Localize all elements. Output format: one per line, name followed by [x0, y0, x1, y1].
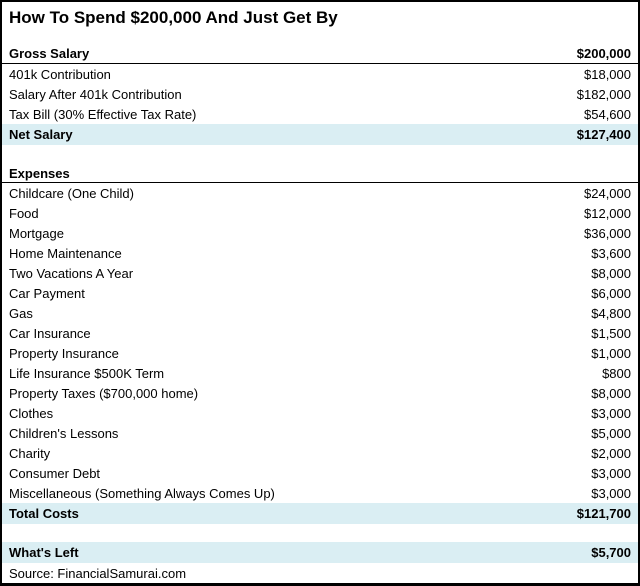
table-title-row: How To Spend $200,000 And Just Get By [2, 2, 638, 32]
row-label: Life Insurance $500K Term [9, 365, 165, 381]
row-childrens-lessons: Children's Lessons $5,000 [2, 423, 638, 443]
row-source: Source: FinancialSamurai.com [2, 563, 638, 583]
row-label: Clothes [9, 405, 54, 421]
row-label: Home Maintenance [9, 245, 122, 261]
row-home-maintenance: Home Maintenance $3,600 [2, 243, 638, 263]
row-label: 401k Contribution [9, 66, 111, 82]
row-value: $12,000 [584, 205, 631, 221]
row-label: Two Vacations A Year [9, 265, 134, 281]
row-miscellaneous: Miscellaneous (Something Always Comes Up… [2, 483, 638, 503]
row-expenses-header: Expenses [2, 165, 638, 183]
row-label: Consumer Debt [9, 465, 101, 481]
page-title: How To Spend $200,000 And Just Get By [9, 7, 338, 27]
row-life-insurance: Life Insurance $500K Term $800 [2, 363, 638, 383]
section-heading: Expenses [9, 166, 70, 181]
row-value: $3,600 [591, 245, 631, 261]
row-tax-bill: Tax Bill (30% Effective Tax Rate) $54,60… [2, 104, 638, 124]
row-value: $8,000 [591, 265, 631, 281]
row-value: $18,000 [584, 66, 631, 82]
row-value: $36,000 [584, 225, 631, 241]
row-label: Salary After 401k Contribution [9, 86, 182, 102]
row-value: $24,000 [584, 185, 631, 201]
row-value: $54,600 [584, 106, 631, 122]
row-net-salary: Net Salary $127,400 [2, 124, 638, 145]
row-label: Gas [9, 305, 33, 321]
row-gross-salary: Gross Salary $200,000 [2, 44, 638, 64]
row-gas: Gas $4,800 [2, 303, 638, 323]
row-label: Tax Bill (30% Effective Tax Rate) [9, 106, 197, 122]
row-label: Car Insurance [9, 325, 91, 341]
row-value: $3,000 [591, 405, 631, 421]
row-value: $182,000 [576, 86, 631, 102]
row-label: Property Taxes ($700,000 home) [9, 385, 199, 401]
row-whats-left: What's Left $5,700 [2, 542, 638, 563]
row-label: Property Insurance [9, 345, 119, 361]
row-salary-after-401k: Salary After 401k Contribution $182,000 [2, 84, 638, 104]
row-clothes: Clothes $3,000 [2, 403, 638, 423]
row-property-taxes: Property Taxes ($700,000 home) $8,000 [2, 383, 638, 403]
row-value: $6,000 [591, 285, 631, 301]
spacer-row [2, 524, 638, 542]
spacer-row [2, 145, 638, 165]
row-label: Food [9, 205, 39, 221]
row-label: Mortgage [9, 225, 64, 241]
row-consumer-debt: Consumer Debt $3,000 [2, 463, 638, 483]
row-childcare: Childcare (One Child) $24,000 [2, 183, 638, 203]
row-value: $3,000 [591, 485, 631, 501]
row-vacations: Two Vacations A Year $8,000 [2, 263, 638, 283]
row-value: $8,000 [591, 385, 631, 401]
row-label: Charity [9, 445, 51, 461]
row-mortgage: Mortgage $36,000 [2, 223, 638, 243]
row-label: Gross Salary [9, 46, 90, 61]
row-401k-contribution: 401k Contribution $18,000 [2, 64, 638, 84]
row-label: Car Payment [9, 285, 85, 301]
row-value: $5,000 [591, 425, 631, 441]
row-value: $4,800 [591, 305, 631, 321]
row-value: $2,000 [591, 445, 631, 461]
row-value: $1,500 [591, 325, 631, 341]
row-property-insurance: Property Insurance $1,000 [2, 343, 638, 363]
row-label: Childcare (One Child) [9, 185, 134, 201]
row-value: $200,000 [576, 46, 631, 61]
row-car-payment: Car Payment $6,000 [2, 283, 638, 303]
row-total-costs: Total Costs $121,700 [2, 503, 638, 524]
row-car-insurance: Car Insurance $1,500 [2, 323, 638, 343]
row-label: Net Salary [9, 127, 73, 142]
spacer-row [2, 32, 638, 44]
row-label: What's Left [9, 545, 79, 560]
row-value: $121,700 [576, 506, 631, 521]
row-value: $800 [602, 365, 631, 381]
source-credit: Source: FinancialSamurai.com [9, 565, 187, 581]
row-food: Food $12,000 [2, 203, 638, 223]
row-value: $127,400 [576, 127, 631, 142]
row-label: Children's Lessons [9, 425, 119, 441]
row-value: $3,000 [591, 465, 631, 481]
row-charity: Charity $2,000 [2, 443, 638, 463]
row-value: $1,000 [591, 345, 631, 361]
row-label: Miscellaneous (Something Always Comes Up… [9, 485, 275, 501]
row-label: Total Costs [9, 506, 79, 521]
row-value: $5,700 [591, 545, 631, 560]
